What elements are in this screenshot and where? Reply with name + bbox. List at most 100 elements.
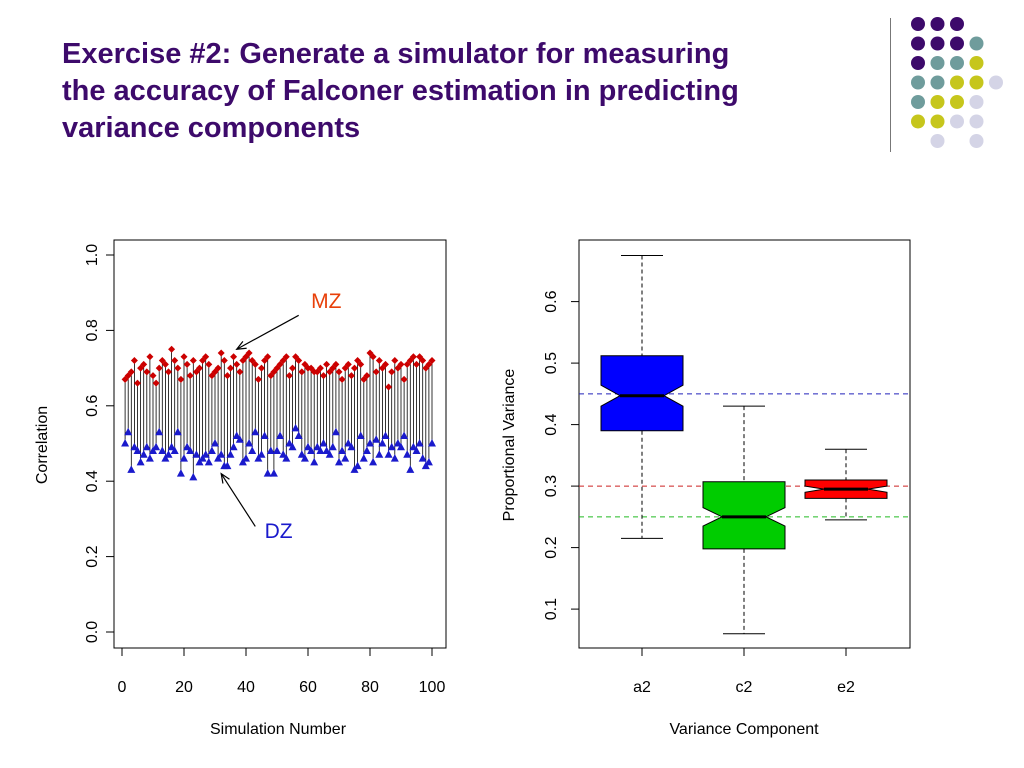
mz-point	[186, 372, 194, 380]
decorative-dot	[930, 134, 945, 148]
slide-title-line-2: the accuracy of Falconer estimation in p…	[62, 75, 739, 107]
dz-point	[393, 439, 402, 447]
mz-point	[323, 360, 331, 368]
mz-point	[388, 368, 396, 376]
mz-point	[264, 353, 272, 361]
dz-point	[347, 442, 356, 451]
y-tick-label: 0.2	[84, 545, 101, 567]
dz-point	[251, 427, 260, 436]
dz-point	[130, 442, 139, 451]
box-c2	[702, 481, 786, 550]
dz-point	[195, 457, 204, 466]
variance-boxplot-chart: a2 c2 e2 0.1 0.2 0.3 0.4 0.5 0.6 Variance Compo…	[501, 239, 911, 738]
mz-point	[363, 372, 371, 380]
dz-point	[127, 465, 136, 473]
y-tick-label: 0.1	[543, 598, 560, 620]
mz-point	[168, 345, 176, 353]
mz-point	[180, 353, 188, 361]
correlation-scatter-chart: 0 20 40 60 80 100 0.0 0.2 0.4 0.6 0.8 1.0 MZ DZ Sim…	[34, 239, 447, 738]
dz-point	[356, 431, 365, 439]
annotation-arrow	[220, 473, 256, 527]
dz-point	[217, 450, 226, 458]
mz-point	[189, 357, 197, 365]
x-tick-label: 100	[419, 679, 446, 696]
right-x-axis: a2 c2 e2	[633, 648, 855, 696]
mz-point	[316, 364, 324, 372]
decorative-dot	[911, 75, 925, 90]
mz-point	[236, 368, 244, 376]
mz-point	[205, 360, 213, 368]
y-tick-label: 0.4	[84, 470, 101, 492]
mz-point	[230, 353, 238, 361]
dz-point	[390, 454, 399, 462]
y-tick-label: 0.6	[84, 395, 101, 417]
decorative-dot	[969, 75, 984, 90]
dz-point	[338, 446, 347, 455]
decorative-dot	[969, 95, 984, 109]
annotation-label-mz: MZ	[311, 290, 341, 313]
dz-point	[276, 431, 285, 439]
dz-point	[183, 442, 192, 451]
dz-point	[164, 450, 173, 458]
dz-point	[201, 450, 210, 458]
annotation-label-dz: DZ	[265, 520, 293, 543]
mz-point	[289, 364, 296, 372]
dz-point	[124, 427, 133, 436]
dz-point	[211, 439, 219, 447]
mz-point	[183, 360, 191, 368]
dz-point	[310, 457, 319, 466]
dz-point	[145, 454, 154, 462]
dz-point	[155, 427, 164, 436]
dz-point	[142, 442, 151, 451]
dz-point	[403, 450, 412, 458]
dz-point	[397, 442, 405, 451]
dz-point	[366, 439, 374, 447]
mz-point	[397, 360, 405, 368]
mz-point	[220, 357, 228, 365]
slide-title-line-1: Exercise #2: Generate a simulator for me…	[62, 38, 730, 70]
x-tick-label: 0	[118, 679, 127, 696]
dz-point	[378, 439, 387, 447]
dz-point	[325, 450, 334, 458]
mz-point	[152, 379, 160, 387]
decorative-dot	[930, 75, 945, 90]
dz-point	[282, 454, 291, 462]
decorative-dot-grid	[911, 17, 1003, 148]
dz-point	[418, 454, 427, 462]
mz-point	[130, 357, 138, 365]
dz-point	[136, 457, 145, 466]
dz-point	[170, 446, 179, 455]
dz-point	[235, 435, 244, 443]
mz-point	[298, 368, 306, 376]
dz-point	[316, 446, 325, 455]
mz-point	[335, 368, 343, 376]
dz-point	[428, 439, 436, 447]
dz-point	[232, 431, 241, 439]
annotation-arrowhead	[235, 341, 247, 350]
decorative-dot	[950, 75, 964, 90]
dz-point	[369, 457, 378, 466]
x-tick-label-e2: e2	[837, 679, 855, 696]
x-tick-label: 60	[299, 679, 317, 696]
slide-title: Exercise #2: Generate a simulator for me…	[62, 36, 882, 147]
dz-point	[353, 461, 362, 470]
dz-point	[273, 446, 281, 455]
dz-point	[229, 442, 238, 451]
dz-point	[279, 450, 288, 458]
mz-point	[161, 360, 169, 368]
mz-point	[282, 353, 290, 361]
x-tick-label-a2: a2	[633, 679, 651, 696]
decorative-dot	[930, 95, 945, 109]
dz-point	[260, 431, 269, 439]
mz-point	[254, 375, 262, 383]
dz-point	[189, 472, 198, 481]
mz-point	[127, 368, 135, 376]
dz-point	[288, 442, 297, 451]
decorative-dot	[989, 75, 1003, 90]
decorative-dot	[969, 114, 984, 129]
x-tick-label: 20	[175, 679, 193, 696]
decorative-dot	[969, 36, 984, 51]
mz-point	[245, 349, 253, 357]
right-y-axis-label: Proportional Variance	[501, 369, 518, 522]
mz-point	[357, 360, 365, 368]
